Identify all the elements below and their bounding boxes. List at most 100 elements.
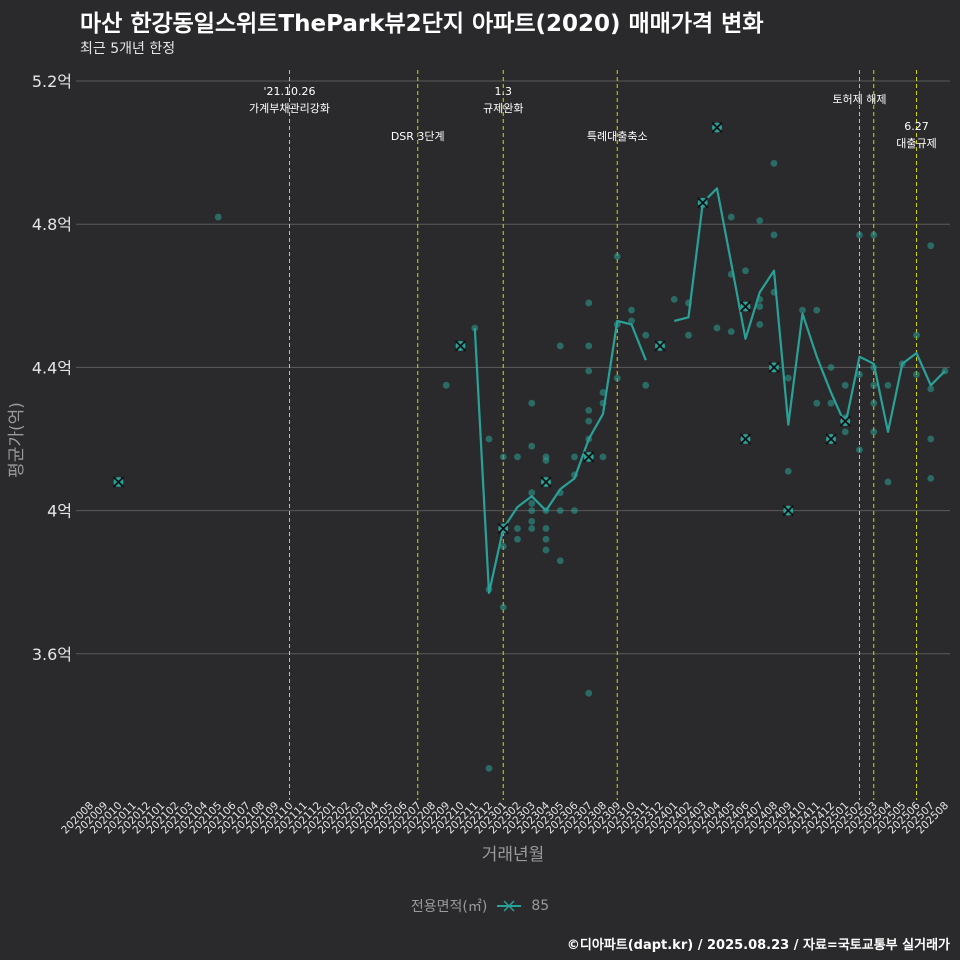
x-marker	[839, 415, 851, 427]
data-point	[514, 525, 521, 532]
data-point	[214, 213, 222, 221]
event-annotation: 6.27	[904, 120, 929, 133]
x-marker	[112, 476, 125, 488]
x-marker	[454, 340, 467, 352]
x-marker-stroke	[782, 504, 794, 517]
x-marker	[583, 451, 595, 463]
data-point	[884, 478, 892, 486]
data-point	[528, 517, 536, 525]
data-point	[514, 535, 521, 543]
data-point	[542, 546, 550, 554]
series-line-path	[674, 187, 946, 433]
data-point	[856, 371, 863, 378]
x-tick-labels: 2020082020092020102020112020122021012021…	[59, 799, 951, 836]
data-point	[528, 525, 536, 532]
data-point	[927, 474, 935, 482]
data-point	[642, 331, 650, 339]
x-marker-stroke	[697, 197, 709, 209]
x-marker-stroke	[839, 415, 851, 427]
data-point	[841, 428, 849, 436]
data-point	[542, 535, 550, 543]
data-point	[528, 500, 536, 507]
data-point	[556, 342, 564, 350]
data-point	[571, 507, 578, 514]
data-point	[599, 389, 607, 396]
data-point	[727, 213, 735, 221]
x-marker-stroke	[112, 476, 125, 488]
x-markers	[112, 121, 851, 535]
event-annotation: 가계부채관리강화	[249, 102, 330, 115]
data-point	[528, 442, 536, 450]
x-marker	[768, 361, 780, 374]
y-tick-label: 5.2억	[32, 72, 72, 91]
data-point	[628, 317, 635, 325]
event-annotation: 규제완화	[483, 102, 523, 115]
data-point	[442, 381, 450, 389]
data-point	[585, 342, 593, 350]
x-marker-stroke	[739, 433, 752, 445]
x-marker	[782, 504, 794, 517]
source-credit: ©디아파트(dapt.kr) / 2025.08.23 / 자료=국토교통부 실…	[566, 938, 950, 953]
y-tick-label: 3.6억	[32, 645, 72, 664]
data-point	[870, 381, 878, 389]
data-point	[927, 385, 935, 393]
x-marker-stroke	[825, 433, 837, 445]
data-point	[742, 267, 749, 275]
data-points	[214, 124, 949, 772]
chart-subtitle: 최근 5개년 한정	[80, 41, 176, 57]
data-point	[642, 381, 650, 389]
data-point	[799, 306, 806, 314]
event-annotation: 토허제 해제	[832, 92, 886, 106]
data-point	[514, 453, 521, 461]
data-point	[499, 603, 507, 611]
y-tick-label: 4.8억	[32, 215, 72, 234]
legend-title: 전용면적(㎡)	[410, 899, 488, 915]
event-annotation: 대출규제	[896, 137, 936, 150]
data-point	[585, 299, 593, 307]
data-point	[856, 446, 863, 454]
data-point	[827, 364, 835, 371]
x-marker	[654, 340, 666, 352]
data-point	[756, 321, 764, 328]
data-point	[856, 231, 863, 239]
x-marker	[711, 121, 723, 134]
data-point	[556, 557, 564, 565]
x-marker	[739, 300, 752, 313]
data-point	[571, 453, 578, 461]
x-marker	[540, 476, 552, 488]
x-marker	[739, 433, 752, 445]
data-point	[813, 306, 821, 314]
data-point	[585, 367, 593, 375]
x-marker	[697, 197, 709, 209]
data-point	[613, 374, 621, 382]
series-line	[473, 187, 946, 594]
data-point	[870, 399, 878, 407]
data-point	[756, 303, 764, 310]
event-annotation: DSR 3단계	[391, 130, 445, 143]
x-marker-stroke	[497, 522, 509, 535]
data-point	[485, 435, 493, 443]
data-point	[685, 331, 692, 339]
data-point	[727, 328, 735, 335]
x-marker-stroke	[768, 361, 780, 374]
data-point	[784, 467, 792, 475]
data-point	[542, 525, 550, 532]
data-point	[556, 507, 564, 514]
x-marker-stroke	[454, 340, 467, 352]
x-axis-label: 거래년월	[482, 845, 545, 865]
data-point	[927, 435, 935, 443]
data-point	[927, 242, 935, 250]
event-annotation: '21.10.26	[263, 85, 315, 98]
data-point	[756, 217, 764, 225]
data-point	[827, 399, 835, 407]
y-tick-labels: 3.6억 4억 4.4억 4.8억 5.2억	[32, 72, 72, 664]
data-point	[599, 453, 607, 461]
grid-lines	[76, 80, 950, 655]
data-point	[585, 406, 593, 414]
data-point	[770, 159, 778, 167]
data-point	[813, 399, 821, 407]
data-point	[784, 374, 792, 382]
data-point	[884, 381, 892, 389]
